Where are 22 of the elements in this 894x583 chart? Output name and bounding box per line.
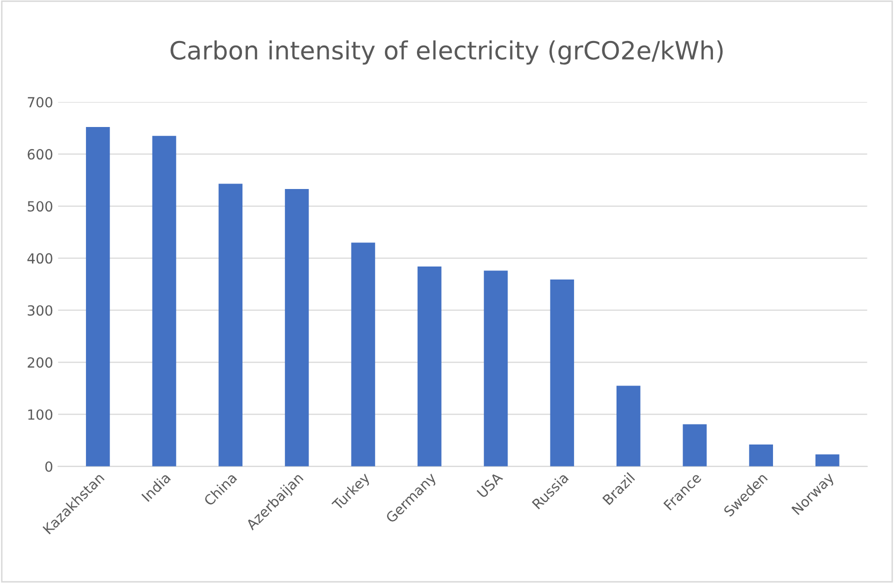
bar — [86, 127, 110, 466]
chart-title: Carbon intensity of electricity (grCO2e/kWh) — [170, 40, 723, 65]
x-tick-label: USA — [476, 472, 504, 498]
bar — [152, 136, 176, 466]
bar — [815, 454, 840, 466]
bar — [484, 270, 508, 466]
bar — [218, 184, 242, 466]
bar — [418, 266, 442, 466]
y-tick-label: 600 — [28, 149, 52, 160]
bar — [550, 280, 574, 466]
bar — [616, 386, 640, 466]
y-tick-label: 300 — [28, 305, 52, 316]
y-tick-label: 400 — [27, 253, 52, 264]
bar — [682, 424, 707, 466]
bar — [284, 188, 309, 466]
y-tick-label: 500 — [28, 201, 52, 212]
y-tick-label: 0 — [45, 461, 52, 472]
y-tick-label: 700 — [28, 96, 52, 108]
y-tick-label: 100 — [28, 409, 52, 420]
bar — [749, 444, 774, 466]
y-tick-label: 200 — [28, 357, 52, 368]
bar — [351, 242, 376, 466]
